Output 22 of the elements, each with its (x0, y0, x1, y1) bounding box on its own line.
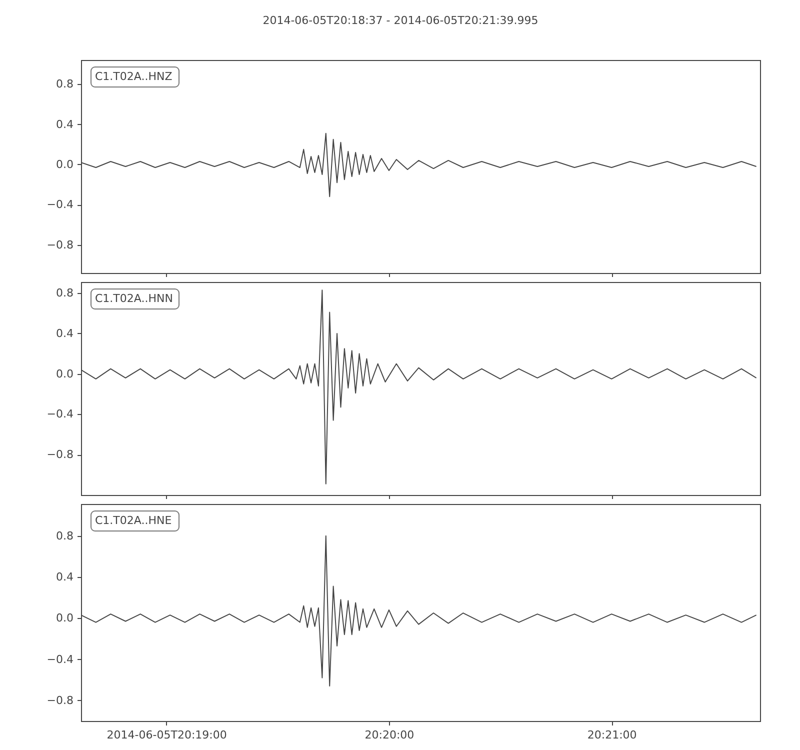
y-tick-label: −0.8 (46, 448, 74, 462)
y-tick-label: −0.4 (46, 652, 74, 666)
y-tick-label: −0.8 (46, 238, 74, 252)
text: C1.T02A..HNE (95, 514, 172, 527)
text: C1.T02A..HNN (95, 292, 173, 305)
x-tick-label: 2014-06-05T20:19:00 (106, 728, 227, 742)
y-tick-label: 0.8 (56, 286, 74, 300)
x-tick-label: 20:20:00 (364, 728, 414, 742)
chart-title: 2014-06-05T20:18:37 - 2014-06-05T20:21:39.995 (262, 14, 538, 27)
y-tick-label: 0.8 (56, 78, 74, 91)
y-tick-label: 0.4 (56, 570, 74, 584)
y-tick-label: 0.4 (56, 118, 74, 131)
text: C1.T02A..HNZ (95, 70, 173, 83)
y-tick-label: 0.4 (56, 326, 74, 340)
y-tick-label: −0.4 (46, 198, 74, 212)
y-tick-label: −0.8 (46, 694, 74, 707)
y-tick-label: −0.4 (46, 408, 74, 421)
x-tick-label: 20:21:00 (587, 728, 637, 742)
y-tick-label: 0.0 (56, 367, 74, 380)
y-tick-label: 0.0 (56, 612, 74, 625)
y-tick-label: 0.0 (56, 158, 74, 171)
y-tick-label: 0.8 (56, 529, 74, 542)
